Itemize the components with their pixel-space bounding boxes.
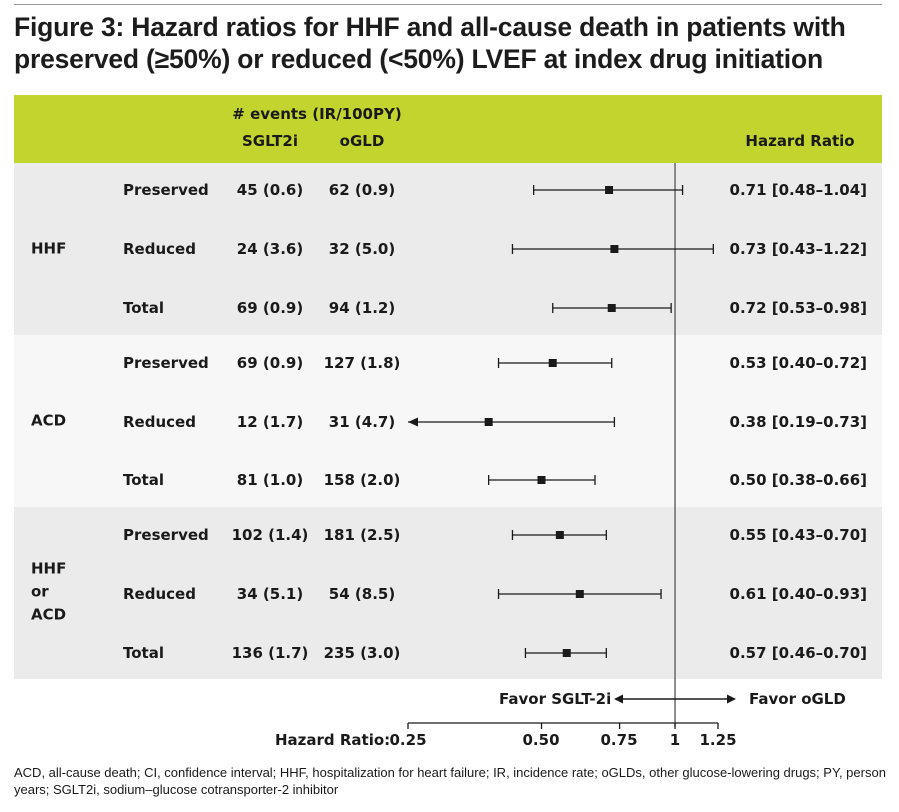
point-estimate	[484, 418, 493, 426]
point-estimate	[610, 245, 619, 253]
row-subgroup: Total	[123, 471, 164, 489]
group-label-line: ACD	[31, 411, 67, 430]
row-subgroup: Preserved	[123, 181, 209, 199]
row-ogld-events: 181 (2.5)	[323, 526, 401, 544]
group-band-hhf-or-acd	[14, 507, 882, 679]
group-label-line: HHF	[31, 559, 67, 578]
group-label-line: ACD	[31, 605, 67, 624]
row-sglt2i-events: 12 (1.7)	[236, 413, 304, 431]
events-header: # events (IR/100PY)	[232, 105, 402, 123]
row-sglt2i-events: 45 (0.6)	[236, 181, 304, 199]
row-subgroup: Total	[123, 644, 164, 662]
row-subgroup: Reduced	[123, 240, 196, 258]
group-label-acd: ACD	[31, 410, 66, 433]
point-estimate	[555, 531, 564, 539]
point-estimate	[575, 590, 584, 598]
favor-arrow-left-head	[614, 694, 623, 704]
row-hazard-ratio-text: 0.57 [0.46–0.70]	[729, 644, 867, 662]
row-sglt2i-events: 102 (1.4)	[231, 526, 309, 544]
row-subgroup: Reduced	[123, 413, 196, 431]
row-hazard-ratio-text: 0.61 [0.40–0.93]	[729, 585, 867, 603]
row-subgroup: Total	[123, 299, 164, 317]
row-sglt2i-events: 34 (5.1)	[236, 585, 304, 603]
point-estimate	[607, 304, 616, 312]
axis-tick-label: 0.50	[522, 731, 560, 749]
row-hazard-ratio-text: 0.50 [0.38–0.66]	[729, 471, 867, 489]
group-label-line: HHF	[31, 239, 67, 258]
group-band-acd	[14, 335, 882, 507]
figure-title: Figure 3: Hazard ratios for HHF and all-…	[14, 12, 846, 74]
row-sglt2i-events: 81 (1.0)	[236, 471, 304, 489]
point-estimate	[605, 186, 614, 194]
axis-tick-label: 1.25	[699, 731, 737, 749]
point-estimate	[562, 649, 571, 657]
point-estimate	[548, 359, 557, 367]
row-hazard-ratio-text: 0.71 [0.48–1.04]	[729, 181, 867, 199]
col-header-hazard-ratio: Hazard Ratio	[745, 132, 855, 150]
axis-tick-label: 0.75	[600, 731, 638, 749]
row-sglt2i-events: 24 (3.6)	[236, 240, 304, 258]
axis-tick-label: 1	[669, 731, 681, 749]
favor-ogld-label: Favor oGLD	[749, 690, 846, 708]
col-header-sglt2i: SGLT2i	[241, 132, 299, 150]
row-sglt2i-events: 69 (0.9)	[236, 299, 304, 317]
favor-arrow-right-head	[727, 694, 736, 704]
group-label-hhf-or-acd: HHF or ACD	[31, 558, 66, 627]
row-ogld-events: 62 (0.9)	[328, 181, 396, 199]
footnote: ACD, all-cause death; CI, confidence int…	[14, 765, 886, 797]
table-header-band	[14, 95, 882, 163]
top-rule	[14, 4, 882, 5]
row-ogld-events: 31 (4.7)	[328, 413, 396, 431]
col-header-ogld: oGLD	[339, 132, 385, 150]
ci-arrow-left	[408, 417, 418, 427]
row-ogld-events: 32 (5.0)	[328, 240, 396, 258]
row-hazard-ratio-text: 0.55 [0.43–0.70]	[729, 526, 867, 544]
row-ogld-events: 235 (3.0)	[323, 644, 401, 662]
row-hazard-ratio-text: 0.38 [0.19–0.73]	[729, 413, 867, 431]
row-hazard-ratio-text: 0.73 [0.43–1.22]	[729, 240, 867, 258]
row-subgroup: Reduced	[123, 585, 196, 603]
row-hazard-ratio-text: 0.53 [0.40–0.72]	[729, 354, 867, 372]
row-ogld-events: 158 (2.0)	[323, 471, 401, 489]
row-ogld-events: 54 (8.5)	[328, 585, 396, 603]
group-band-hhf	[14, 163, 882, 335]
row-sglt2i-events: 69 (0.9)	[236, 354, 304, 372]
group-label-line: or	[31, 582, 49, 601]
favor-sglt2i-label: Favor SGLT-2i	[499, 690, 612, 708]
axis-tick-label: 0.25	[389, 731, 427, 749]
row-ogld-events: 127 (1.8)	[323, 354, 401, 372]
point-estimate	[537, 476, 546, 484]
group-label-hhf: HHF	[31, 238, 66, 261]
row-subgroup: Preserved	[123, 526, 209, 544]
axis-label: Hazard Ratio:	[275, 731, 391, 749]
row-hazard-ratio-text: 0.72 [0.53–0.98]	[729, 299, 867, 317]
row-subgroup: Preserved	[123, 354, 209, 372]
row-ogld-events: 94 (1.2)	[328, 299, 396, 317]
row-sglt2i-events: 136 (1.7)	[231, 644, 309, 662]
